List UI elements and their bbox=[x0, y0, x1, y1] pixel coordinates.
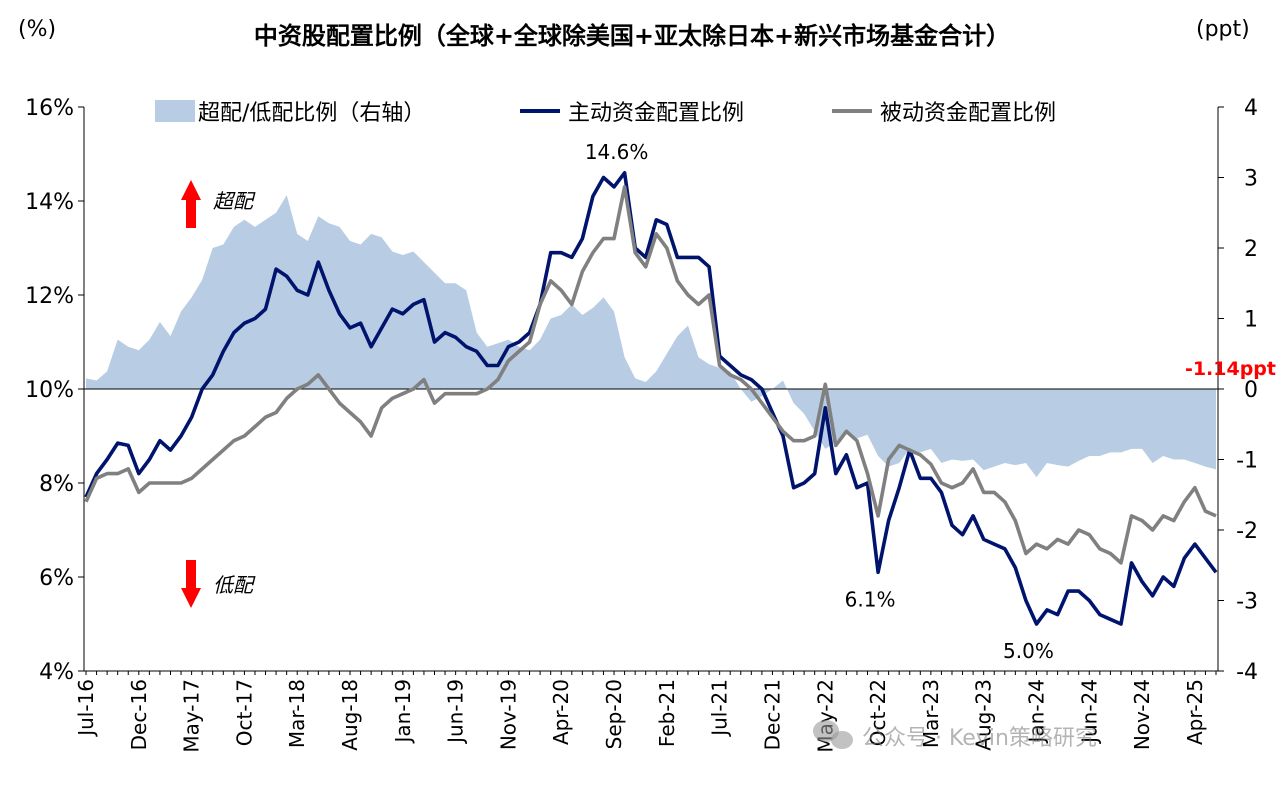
right-tick-label: 4 bbox=[1244, 96, 1258, 121]
left-tick-label: 6% bbox=[39, 566, 74, 591]
series-active-line bbox=[84, 171, 1218, 626]
right-tick-label: 2 bbox=[1244, 237, 1258, 262]
wechat-icon bbox=[813, 720, 853, 749]
annotation-label: 14.6% bbox=[585, 140, 649, 164]
x-tick-label: Dec-21 bbox=[760, 679, 784, 750]
overweight-arrow-group: 超配 bbox=[181, 180, 256, 228]
chart-title: 中资股配置比例（全球+全球除美国+亚太除日本+新兴市场基金合计） bbox=[254, 22, 1010, 50]
legend-label-active: 主动资金配置比例 bbox=[568, 101, 744, 126]
left-tick-label: 16% bbox=[25, 96, 74, 121]
x-tick-label: Jan-24 bbox=[1024, 679, 1048, 745]
x-tick-label: Apr-20 bbox=[549, 679, 573, 745]
x-tick-label: Oct-17 bbox=[232, 679, 256, 746]
watermark-text: 公众号 · Kevin策略研究 bbox=[862, 726, 1097, 751]
left-tick-label: 4% bbox=[39, 660, 74, 685]
x-tick-label: Jan-19 bbox=[391, 679, 415, 745]
annotation-label: 6.1% bbox=[845, 587, 896, 611]
legend-label-passive: 被动资金配置比例 bbox=[880, 101, 1056, 126]
right-axis-unit: (ppt) bbox=[1196, 17, 1250, 42]
x-tick-label: Aug-23 bbox=[972, 679, 996, 751]
x-tick-label: Sep-20 bbox=[602, 679, 626, 749]
arrow-up-icon bbox=[181, 180, 201, 228]
right-tick-label: -4 bbox=[1236, 660, 1258, 685]
x-tick-label: Jun-19 bbox=[444, 679, 468, 745]
left-tick-label: 8% bbox=[39, 472, 74, 497]
arrow-down-icon bbox=[181, 560, 201, 608]
series-passive-line bbox=[84, 185, 1217, 565]
x-tick-label: Aug-18 bbox=[338, 679, 362, 751]
right-tick-label: 3 bbox=[1244, 167, 1258, 192]
left-tick-label: 12% bbox=[25, 284, 74, 309]
legend: 超配/低配比例（右轴） 主动资金配置比例 被动资金配置比例 bbox=[155, 100, 1056, 126]
x-tick-label: Apr-25 bbox=[1183, 679, 1207, 745]
x-tick-label: Nov-19 bbox=[496, 679, 520, 750]
plot-area: 4% 6% 8% 10% 12% 14% 16% -4 -3 -2 -1 0 1 2 3 4 Jul-16 Dec… bbox=[25, 96, 1276, 753]
x-tick-label: Mar-23 bbox=[919, 679, 943, 748]
x-tick-label: Jul-16 bbox=[74, 679, 98, 738]
x-tick-label: Jul-21 bbox=[708, 679, 732, 738]
overweight-label: 超配 bbox=[213, 189, 256, 213]
annotation-label: 5.0% bbox=[1003, 639, 1054, 663]
x-tick-label: May-17 bbox=[180, 679, 204, 753]
series-overweight-area bbox=[86, 195, 1216, 478]
legend-label-area: 超配/低配比例（右轴） bbox=[198, 101, 425, 126]
x-tick-label: Nov-24 bbox=[1130, 679, 1154, 750]
x-tick-label: Mar-18 bbox=[285, 679, 309, 748]
x-tick-label: Oct-22 bbox=[866, 679, 890, 746]
right-tick-label: -1 bbox=[1236, 449, 1258, 474]
right-tick-label: -2 bbox=[1236, 519, 1258, 544]
left-tick-label: 10% bbox=[25, 378, 74, 403]
x-tick-label: Feb-21 bbox=[655, 679, 679, 747]
watermark: 公众号 · Kevin策略研究 bbox=[813, 720, 1097, 751]
legend-swatch-area bbox=[155, 100, 195, 122]
right-tick-label: 0 bbox=[1244, 378, 1258, 403]
left-axis-unit: (%) bbox=[18, 17, 56, 42]
right-tick-label: -3 bbox=[1236, 590, 1258, 615]
underweight-arrow-group: 低配 bbox=[181, 560, 256, 608]
x-tick-label: Dec-16 bbox=[127, 679, 151, 750]
x-tick-label: Jun-24 bbox=[1077, 679, 1101, 745]
left-tick-label: 14% bbox=[25, 190, 74, 215]
underweight-label: 低配 bbox=[213, 573, 256, 597]
right-tick-label: 1 bbox=[1244, 308, 1258, 333]
annotation-label: -1.14ppt bbox=[1185, 358, 1276, 380]
